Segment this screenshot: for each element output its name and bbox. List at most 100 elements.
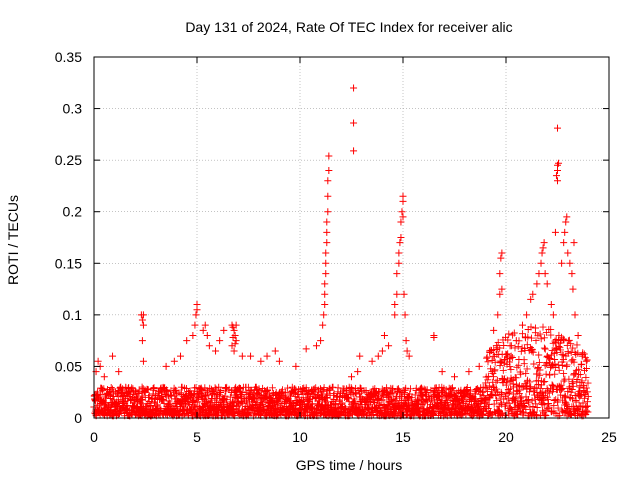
data-point <box>555 159 563 167</box>
data-point <box>292 362 300 370</box>
data-point <box>547 301 555 309</box>
y-tick-label: 0.2 <box>63 204 83 220</box>
data-point <box>438 368 446 376</box>
y-tick-label: 0.35 <box>55 49 82 65</box>
data-point <box>486 347 494 355</box>
data-point <box>498 285 506 293</box>
data-point <box>115 368 123 376</box>
data-point <box>395 249 403 257</box>
data-point <box>138 337 146 345</box>
data-point <box>541 270 549 278</box>
data-point <box>497 254 505 262</box>
plot-frame <box>93 56 610 419</box>
data-point <box>568 270 576 278</box>
data-point <box>490 326 498 334</box>
data-point <box>562 218 570 226</box>
data-point <box>539 244 547 252</box>
data-point <box>397 234 405 241</box>
data-point <box>537 259 545 267</box>
x-tick-label: 25 <box>601 429 617 445</box>
data-point <box>380 331 388 339</box>
data-point <box>451 373 458 381</box>
data-point <box>319 321 327 329</box>
data-point <box>540 239 548 247</box>
data-point <box>563 213 571 221</box>
data-point <box>506 342 514 350</box>
x-tick-label: 10 <box>292 429 308 445</box>
data-point <box>212 347 220 355</box>
data-point <box>496 270 504 278</box>
data-point <box>191 321 199 329</box>
data-point <box>403 347 411 355</box>
data-point <box>512 337 520 345</box>
data-point <box>430 334 438 342</box>
data-point <box>582 357 590 365</box>
data-point <box>220 326 228 334</box>
data-point <box>518 321 526 329</box>
data-point <box>324 192 332 200</box>
y-tick-label: 0 <box>74 410 82 426</box>
data-point <box>263 352 271 360</box>
data-point <box>199 326 207 334</box>
data-point <box>94 357 102 365</box>
data-point <box>400 290 408 298</box>
data-point <box>554 124 561 132</box>
data-point <box>317 337 325 345</box>
data-point <box>321 290 329 298</box>
data-point <box>496 290 504 298</box>
data-point <box>401 311 409 319</box>
data-point <box>529 290 537 298</box>
data-point <box>552 172 560 180</box>
data-point <box>350 119 358 127</box>
data-point <box>201 321 209 329</box>
data-point <box>494 311 502 319</box>
data-point <box>560 239 568 247</box>
data-point <box>535 270 543 278</box>
y-axis-title: ROTI / TECUs <box>5 195 21 285</box>
data-point <box>398 208 406 216</box>
chart-title: Day 131 of 2024, Rate Of TEC Index for r… <box>185 19 512 35</box>
data-point <box>139 357 147 365</box>
data-point <box>348 373 355 381</box>
data-point <box>551 228 559 236</box>
data-point <box>320 311 328 319</box>
data-point <box>170 357 178 365</box>
data-point <box>323 228 331 236</box>
data-point <box>578 352 586 360</box>
data-point <box>229 334 237 342</box>
data-point <box>570 239 578 247</box>
data-point <box>397 218 405 226</box>
data-point <box>302 345 310 353</box>
data-point <box>138 316 146 324</box>
x-tick-label: 5 <box>193 429 201 445</box>
data-point <box>402 337 410 345</box>
data-point <box>205 342 213 350</box>
data-point <box>275 357 283 365</box>
x-tick-label: 0 <box>90 429 98 445</box>
data-point <box>554 177 561 185</box>
data-point <box>533 280 541 288</box>
data-point <box>321 301 329 309</box>
data-point <box>354 368 362 376</box>
data-point <box>323 218 331 226</box>
data-point <box>543 280 551 288</box>
data-point <box>475 362 483 370</box>
data-point <box>192 311 200 319</box>
data-points <box>92 84 590 381</box>
data-point <box>523 311 531 319</box>
data-point <box>189 331 197 339</box>
data-point <box>323 239 331 247</box>
y-tick-label: 0.05 <box>55 358 82 374</box>
data-point <box>465 368 473 376</box>
data-point <box>391 311 399 319</box>
data-point <box>109 352 117 360</box>
data-point <box>247 352 255 360</box>
data-point <box>558 259 566 267</box>
data-point <box>368 357 376 365</box>
data-point <box>321 280 329 288</box>
data-point <box>393 270 401 278</box>
data-point <box>232 321 240 329</box>
data-point <box>549 311 557 319</box>
data-point <box>177 352 185 360</box>
